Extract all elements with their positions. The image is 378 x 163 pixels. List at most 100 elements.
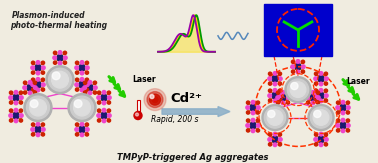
Circle shape <box>79 126 85 133</box>
Circle shape <box>41 133 45 136</box>
Circle shape <box>308 105 334 130</box>
Circle shape <box>341 100 345 104</box>
Circle shape <box>346 119 350 122</box>
Circle shape <box>36 133 40 137</box>
Circle shape <box>318 76 324 82</box>
Circle shape <box>28 81 32 84</box>
Circle shape <box>310 107 332 128</box>
Circle shape <box>268 89 272 92</box>
Circle shape <box>79 82 85 88</box>
Circle shape <box>301 60 305 63</box>
Circle shape <box>84 91 87 94</box>
Circle shape <box>314 89 318 92</box>
Circle shape <box>314 72 318 75</box>
Circle shape <box>19 101 23 104</box>
Circle shape <box>313 110 329 125</box>
Circle shape <box>268 99 272 102</box>
Circle shape <box>63 51 67 54</box>
Circle shape <box>9 114 12 117</box>
Circle shape <box>31 83 34 86</box>
Circle shape <box>246 119 250 122</box>
Circle shape <box>324 82 328 85</box>
Circle shape <box>14 90 18 94</box>
Circle shape <box>76 78 79 81</box>
Circle shape <box>279 94 282 97</box>
Circle shape <box>74 99 90 116</box>
Circle shape <box>14 119 18 123</box>
Circle shape <box>246 129 250 132</box>
Circle shape <box>316 101 319 104</box>
Circle shape <box>80 78 84 81</box>
Circle shape <box>107 101 111 104</box>
Circle shape <box>83 86 87 89</box>
Circle shape <box>71 96 93 119</box>
Circle shape <box>324 99 328 102</box>
Circle shape <box>27 85 33 91</box>
Circle shape <box>80 71 84 75</box>
Circle shape <box>19 109 23 112</box>
Circle shape <box>79 65 85 71</box>
Circle shape <box>336 111 340 114</box>
Circle shape <box>134 111 142 119</box>
Circle shape <box>324 72 328 75</box>
Circle shape <box>101 112 107 119</box>
Circle shape <box>341 129 345 133</box>
Circle shape <box>31 123 35 126</box>
Circle shape <box>314 77 318 81</box>
Circle shape <box>325 94 328 97</box>
Circle shape <box>281 90 285 94</box>
Text: Laser: Laser <box>346 77 370 86</box>
Circle shape <box>76 133 79 136</box>
Circle shape <box>150 94 161 105</box>
Circle shape <box>340 122 346 129</box>
Circle shape <box>246 124 249 127</box>
Circle shape <box>85 123 88 126</box>
Circle shape <box>98 119 101 122</box>
Circle shape <box>268 77 271 81</box>
Circle shape <box>250 122 256 129</box>
Circle shape <box>336 129 340 132</box>
Circle shape <box>31 78 35 81</box>
Circle shape <box>246 111 250 114</box>
Circle shape <box>107 109 111 112</box>
Circle shape <box>336 106 339 109</box>
Circle shape <box>64 56 67 59</box>
Circle shape <box>319 72 323 75</box>
Circle shape <box>273 99 277 103</box>
Circle shape <box>41 78 45 81</box>
Circle shape <box>9 109 13 112</box>
Circle shape <box>276 96 279 99</box>
Circle shape <box>98 109 101 112</box>
Circle shape <box>256 119 260 122</box>
Circle shape <box>31 133 35 136</box>
Circle shape <box>76 123 79 126</box>
Circle shape <box>19 91 23 94</box>
Circle shape <box>88 91 92 95</box>
Circle shape <box>340 104 346 111</box>
Circle shape <box>85 88 88 91</box>
Circle shape <box>314 94 318 97</box>
Circle shape <box>85 66 89 70</box>
Circle shape <box>31 66 34 70</box>
Circle shape <box>324 133 328 136</box>
Circle shape <box>278 99 282 102</box>
Circle shape <box>272 76 278 82</box>
Circle shape <box>150 95 154 99</box>
Circle shape <box>31 128 34 131</box>
Circle shape <box>57 55 63 61</box>
Circle shape <box>278 133 282 136</box>
Circle shape <box>102 101 106 105</box>
Circle shape <box>35 82 41 88</box>
Circle shape <box>19 119 23 122</box>
Circle shape <box>287 96 290 99</box>
Circle shape <box>30 100 38 108</box>
Circle shape <box>319 99 323 103</box>
Circle shape <box>152 97 158 103</box>
Circle shape <box>36 122 40 126</box>
Circle shape <box>318 136 324 143</box>
Circle shape <box>314 133 318 136</box>
Circle shape <box>272 93 278 99</box>
Circle shape <box>307 101 310 104</box>
Circle shape <box>318 93 324 99</box>
Circle shape <box>256 111 260 114</box>
